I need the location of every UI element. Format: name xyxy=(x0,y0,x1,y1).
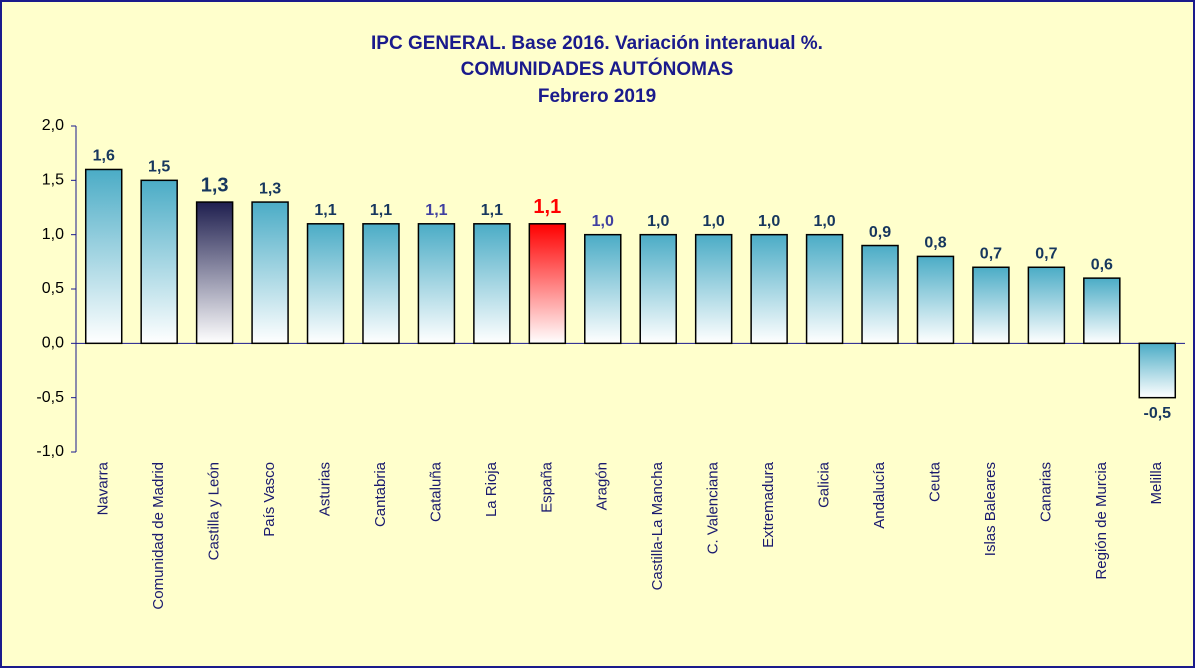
y-tick-label: 0,5 xyxy=(42,280,64,297)
bar xyxy=(417,223,456,345)
chart-title: IPC GENERAL. Base 2016. Variación intera… xyxy=(371,33,823,54)
value-label: 1,0 xyxy=(813,213,835,230)
value-label: 1,1 xyxy=(533,196,561,218)
chart-title: COMUNIDADES AUTÓNOMAS xyxy=(461,58,734,80)
value-label: 0,8 xyxy=(924,235,946,252)
y-tick-label: -1,0 xyxy=(36,443,64,460)
x-tick-label: Cantabria xyxy=(372,461,389,527)
bar xyxy=(694,233,733,345)
x-tick-label: Castilla y León xyxy=(206,462,223,560)
bar xyxy=(362,223,400,345)
value-label: -0,5 xyxy=(1143,405,1171,422)
x-tick-label: Extremadura xyxy=(760,461,777,548)
x-tick-label: Ceuta xyxy=(926,461,943,502)
bar xyxy=(639,233,677,345)
y-tick-label: 2,0 xyxy=(42,117,64,134)
y-tick-label: 1,0 xyxy=(42,226,64,243)
bar xyxy=(750,233,788,345)
bar xyxy=(861,244,899,345)
x-tick-label: Islas Baleares xyxy=(982,462,999,556)
value-label: 1,5 xyxy=(148,159,170,176)
x-tick-label: Comunidad de Madrid xyxy=(150,462,167,610)
x-tick-label: País Vasco xyxy=(261,462,278,537)
x-tick-label: Cataluña xyxy=(427,461,444,522)
value-label: 1,6 xyxy=(93,148,115,165)
bar xyxy=(140,179,178,345)
bar xyxy=(805,233,844,345)
chart-title: Febrero 2019 xyxy=(538,86,656,107)
value-label: 1,1 xyxy=(425,202,447,219)
y-tick-label: -0,5 xyxy=(36,389,64,406)
value-label: 1,1 xyxy=(370,202,392,219)
bar xyxy=(972,266,1010,345)
value-label: 1,3 xyxy=(259,180,281,197)
x-tick-label: Asturias xyxy=(316,462,333,516)
bar xyxy=(528,223,567,345)
x-tick-label: Aragón xyxy=(594,462,611,510)
x-tick-label: Andalucía xyxy=(871,461,888,528)
x-tick-label: Melilla xyxy=(1148,461,1165,504)
x-tick-label: Castilla-La Mancha xyxy=(649,461,666,590)
bar xyxy=(916,255,955,345)
x-tick-label: Navarra xyxy=(95,461,112,515)
bar xyxy=(1138,342,1177,399)
x-tick-label: Galicia xyxy=(816,461,833,508)
bar xyxy=(1083,277,1121,345)
value-label: 1,0 xyxy=(647,213,669,230)
bar xyxy=(251,201,289,345)
bar xyxy=(473,223,511,345)
x-tick-label: La Rioja xyxy=(483,461,500,517)
bar xyxy=(1027,266,1066,345)
bar xyxy=(195,201,234,345)
bar xyxy=(84,168,123,345)
bar xyxy=(584,233,622,345)
value-label: 0,7 xyxy=(980,245,1002,262)
x-tick-label: Canarias xyxy=(1037,462,1054,522)
value-label: 1,3 xyxy=(201,174,229,196)
value-label: 1,0 xyxy=(592,213,614,230)
bar xyxy=(306,223,345,345)
value-label: 1,1 xyxy=(314,202,336,219)
x-tick-label: España xyxy=(538,461,555,513)
value-label: 1,0 xyxy=(758,213,780,230)
x-tick-label: C. Valenciana xyxy=(705,461,722,554)
value-label: 0,9 xyxy=(869,224,891,241)
x-tick-label: Región de Murcia xyxy=(1093,461,1110,579)
value-label: 0,6 xyxy=(1091,256,1113,273)
value-label: 0,7 xyxy=(1035,245,1057,262)
y-tick-label: 1,5 xyxy=(42,172,64,189)
value-label: 1,1 xyxy=(481,202,503,219)
y-tick-label: 0,0 xyxy=(42,335,64,352)
value-label: 1,0 xyxy=(703,213,725,230)
